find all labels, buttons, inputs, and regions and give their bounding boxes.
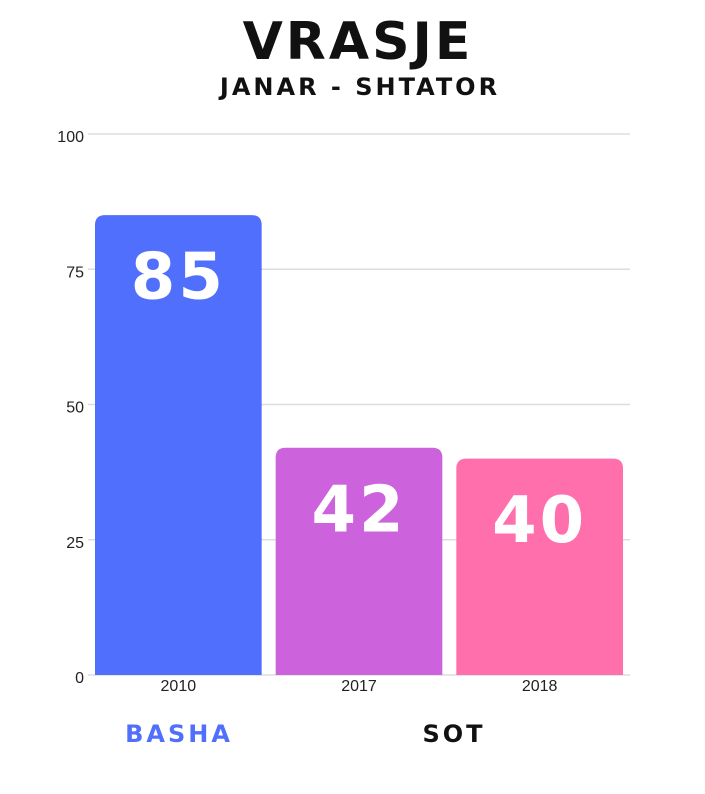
bar <box>456 458 623 675</box>
x-tick-label: 2010 <box>161 678 197 695</box>
bar <box>275 447 443 675</box>
x-tick-label: 2017 <box>341 678 377 695</box>
value-label: 42 <box>311 473 406 547</box>
value-label: 40 <box>492 484 587 558</box>
x-tick-label: 2018 <box>522 678 558 695</box>
y-tick-label: 25 <box>66 535 84 552</box>
chart-title: VRASJE <box>243 12 474 72</box>
y-tick-label: 75 <box>66 264 84 281</box>
y-tick-label: 0 <box>75 670 84 687</box>
annotation: SOT <box>422 720 485 748</box>
chart-subtitle: JANAR - SHTATOR <box>218 73 500 101</box>
y-tick-label: 50 <box>66 400 84 417</box>
annotation: BASHA <box>125 720 233 748</box>
bar <box>95 215 262 675</box>
value-label: 85 <box>131 241 226 315</box>
y-tick-label: 100 <box>57 129 84 146</box>
